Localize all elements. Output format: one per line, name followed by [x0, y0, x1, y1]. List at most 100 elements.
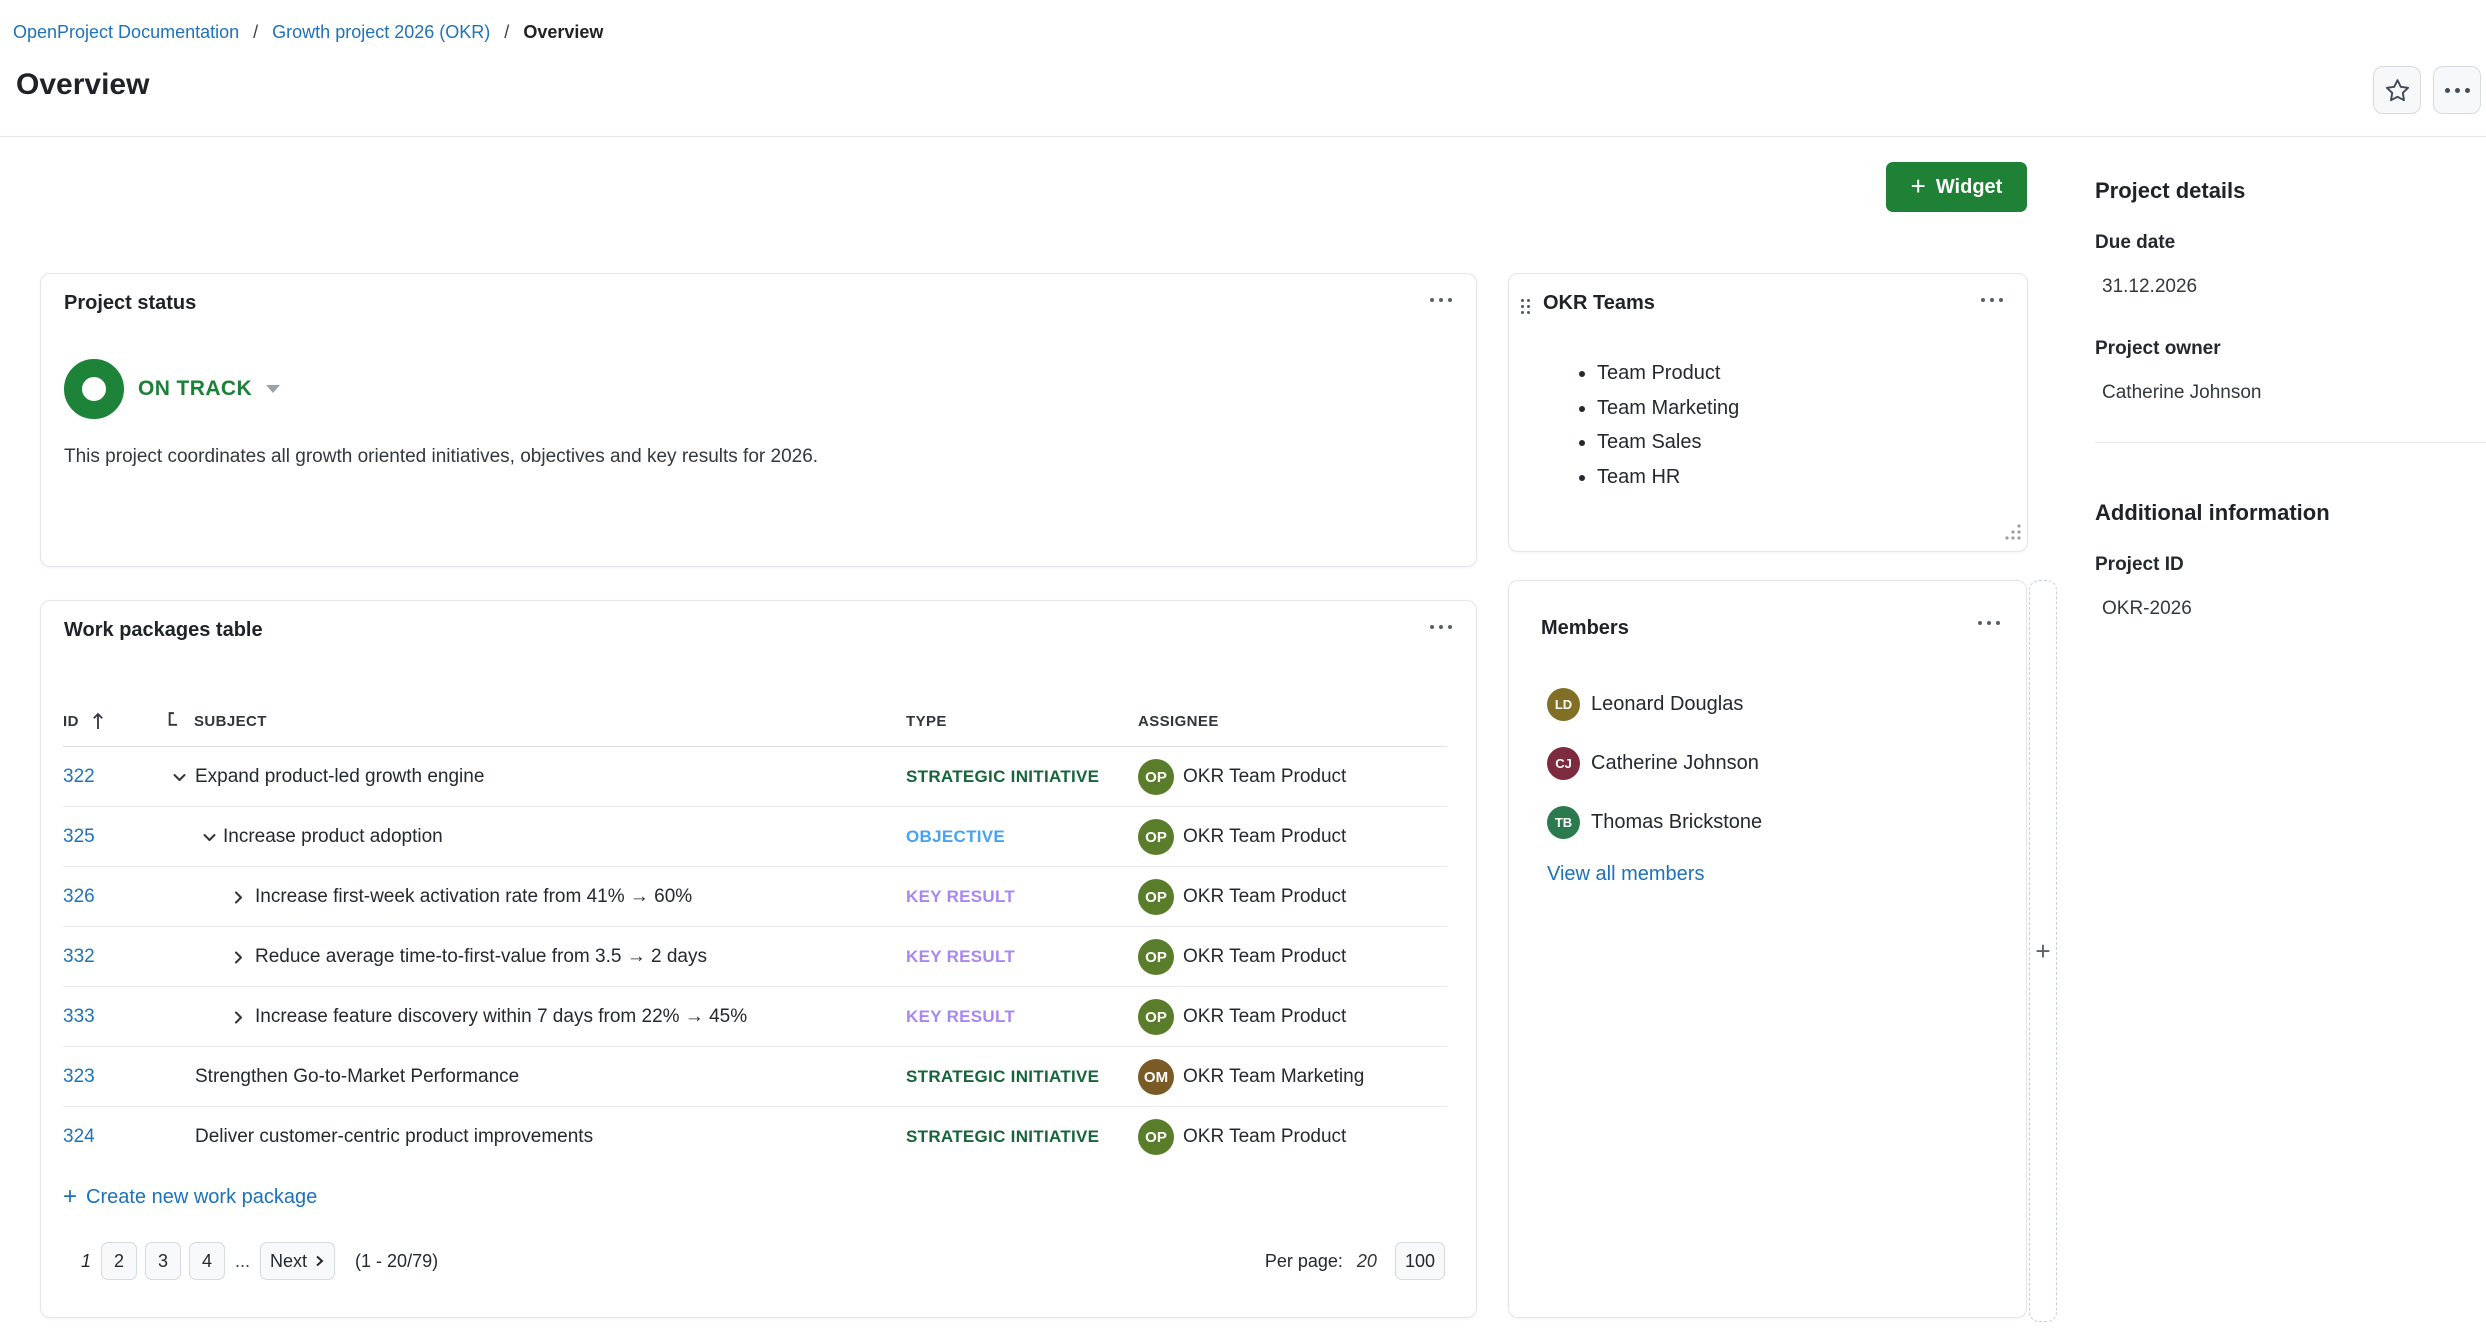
- work-package-assignee[interactable]: OP OKR Team Product: [1138, 807, 1346, 867]
- hierarchy-icon[interactable]: [167, 711, 184, 728]
- column-header-id[interactable]: ID: [63, 713, 79, 730]
- column-header-assignee[interactable]: ASSIGNEE: [1138, 713, 1219, 730]
- additional-information-title: Additional information: [2095, 500, 2330, 525]
- work-package-assignee[interactable]: OP OKR Team Product: [1138, 1107, 1346, 1167]
- members-widget: Members LD Leonard Douglas CJ Catherine Joh…: [1508, 580, 2027, 1318]
- work-package-assignee[interactable]: OP OKR Team Product: [1138, 747, 1346, 807]
- team-list-item: Team Product: [1597, 356, 1739, 391]
- widget-menu-button[interactable]: [1430, 298, 1452, 302]
- team-list-item: Team HR: [1597, 460, 1739, 495]
- due-date-label: Due date: [2095, 232, 2176, 253]
- work-package-assignee[interactable]: OM OKR Team Marketing: [1138, 1047, 1364, 1107]
- group-avatar: OM: [1138, 1059, 1174, 1095]
- project-id-label: Project ID: [2095, 554, 2184, 575]
- pagination-ellipsis: ...: [235, 1250, 251, 1271]
- more-icon: [1978, 621, 2000, 625]
- work-package-type: OBJECTIVE: [906, 827, 1006, 846]
- work-package-type: STRATEGIC INITIATIVE: [906, 767, 1100, 786]
- per-page-label: Per page:: [1264, 1250, 1343, 1271]
- chevron-right-icon[interactable]: [230, 987, 247, 1047]
- member-avatar: CJ: [1547, 747, 1580, 780]
- drag-handle-icon[interactable]: [1521, 299, 1530, 314]
- member-name: Thomas Brickstone: [1591, 811, 1763, 833]
- work-package-subject: Strengthen Go-to-Market Performance: [195, 1066, 520, 1087]
- status-label: ON TRACK: [138, 377, 253, 400]
- group-avatar: OP: [1138, 999, 1174, 1035]
- work-package-assignee[interactable]: OP OKR Team Product: [1138, 927, 1346, 987]
- view-all-members-link[interactable]: View all members: [1547, 863, 1705, 885]
- member-row[interactable]: CJ Catherine Johnson: [1509, 734, 2026, 793]
- favorite-button[interactable]: [2373, 66, 2421, 114]
- project-details-title: Project details: [2095, 178, 2246, 203]
- chevron-right-icon[interactable]: [230, 867, 247, 927]
- widget-menu-button[interactable]: [1978, 621, 2000, 625]
- breadcrumb-current: Overview: [523, 22, 604, 42]
- group-avatar: OP: [1138, 939, 1174, 975]
- resize-corner-icon: [2005, 524, 2021, 540]
- next-page-button[interactable]: Next: [260, 1242, 336, 1280]
- header-divider: [0, 136, 2486, 137]
- widget-menu-button[interactable]: [1981, 298, 2003, 302]
- member-row[interactable]: LD Leonard Douglas: [1509, 675, 2026, 734]
- work-package-subject: Increase feature discovery within 7 days…: [255, 1006, 748, 1027]
- work-package-row-324: 324 Deliver customer-centric product impr…: [63, 1107, 1447, 1167]
- project-id-value: OKR-2026: [2102, 598, 2192, 619]
- work-package-type: KEY RESULT: [906, 1007, 1016, 1026]
- more-icon: [1981, 298, 2003, 302]
- work-package-type: STRATEGIC INITIATIVE: [906, 1067, 1100, 1086]
- team-list-item: Team Sales: [1597, 425, 1739, 460]
- work-package-subject: Reduce average time-to-first-value from …: [255, 946, 707, 967]
- work-package-id-link[interactable]: 326: [63, 886, 95, 907]
- page-title: Overview: [16, 68, 150, 101]
- work-package-id-link[interactable]: 325: [63, 826, 95, 847]
- widget-menu-button[interactable]: [1430, 625, 1452, 629]
- team-list: Team ProductTeam MarketingTeam SalesTeam…: [1565, 356, 1739, 494]
- work-package-id-link[interactable]: 333: [63, 1006, 95, 1027]
- member-name: Catherine Johnson: [1591, 752, 1759, 774]
- assignee-name: OKR Team Product: [1183, 886, 1347, 907]
- status-donut-icon: [64, 359, 124, 419]
- group-avatar: OP: [1138, 819, 1174, 855]
- page-button-2[interactable]: 2: [101, 1242, 138, 1280]
- plus-icon: +: [1910, 170, 1926, 201]
- page-button-3[interactable]: 3: [145, 1242, 182, 1280]
- group-avatar: OP: [1138, 879, 1174, 915]
- status-description: This project coordinates all growth orie…: [64, 446, 819, 467]
- star-icon: [2385, 78, 2409, 101]
- per-page-option-100[interactable]: 100: [1394, 1242, 1445, 1280]
- resize-handle[interactable]: [2004, 523, 2022, 546]
- work-package-type: STRATEGIC INITIATIVE: [906, 1127, 1100, 1146]
- work-package-id-link[interactable]: 322: [63, 766, 95, 787]
- page-button-4[interactable]: 4: [189, 1242, 226, 1280]
- breadcrumb-link-openproject-documentation[interactable]: OpenProject Documentation: [13, 22, 240, 42]
- assignee-name: OKR Team Product: [1183, 1006, 1347, 1027]
- work-package-subject: Expand product-led growth engine: [195, 766, 485, 787]
- project-details-sidebar: Project details Due date 31.12.2026 Proj…: [2095, 0, 2486, 1330]
- work-package-subject: Deliver customer-centric product improve…: [195, 1126, 594, 1147]
- column-header-subject[interactable]: SUBJECT: [194, 713, 267, 730]
- okr-teams-widget: OKR Teams Team ProductTeam MarketingTeam…: [1508, 273, 2028, 552]
- work-package-assignee[interactable]: OP OKR Team Product: [1138, 867, 1346, 927]
- work-package-row-325: 325 Increase product adoption OBJECTIVE OP O…: [63, 807, 1447, 867]
- page-more-button[interactable]: [2433, 66, 2481, 114]
- chevron-down-icon[interactable]: [201, 807, 218, 867]
- add-widget-column[interactable]: +: [2029, 580, 2057, 1322]
- work-package-id-link[interactable]: 332: [63, 946, 95, 967]
- chevron-down-icon[interactable]: [171, 747, 188, 807]
- add-widget-button[interactable]: + Widget: [1886, 162, 2027, 212]
- work-package-type: KEY RESULT: [906, 887, 1016, 906]
- status-selector[interactable]: ON TRACK: [138, 359, 281, 419]
- work-package-id-link[interactable]: 324: [63, 1126, 95, 1147]
- chevron-right-icon[interactable]: [230, 927, 247, 987]
- breadcrumb-link-project[interactable]: Growth project 2026 (OKR): [272, 22, 491, 42]
- column-header-type[interactable]: TYPE: [906, 713, 947, 730]
- work-package-assignee[interactable]: OP OKR Team Product: [1138, 987, 1346, 1047]
- work-package-id-link[interactable]: 323: [63, 1066, 95, 1087]
- breadcrumb-separator: /: [504, 22, 510, 42]
- member-row[interactable]: TB Thomas Brickstone: [1509, 793, 2026, 852]
- create-work-package-link[interactable]: + Create new work package: [63, 1183, 318, 1210]
- member-list: LD Leonard Douglas CJ Catherine Johnson TB Th…: [1509, 675, 2026, 852]
- current-page: 1: [81, 1250, 92, 1271]
- caret-down-icon: [266, 385, 281, 393]
